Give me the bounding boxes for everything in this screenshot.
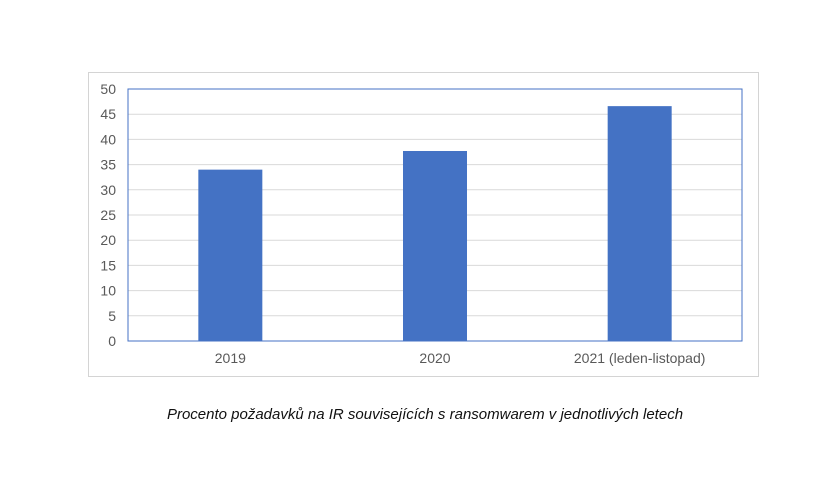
y-tick-label: 15 [100, 257, 116, 273]
x-tick-label: 2019 [215, 350, 246, 366]
plot-border [127, 88, 743, 342]
chart-caption: Procento požadavků na IR souvisejících s… [166, 406, 684, 423]
y-tick-label: 40 [100, 131, 116, 147]
bar [607, 106, 672, 341]
y-tick-label: 20 [100, 232, 116, 248]
y-tick-label: 30 [100, 182, 116, 198]
x-tick-label: 2021 (leden-listopad) [574, 350, 706, 366]
y-tick-label: 35 [100, 157, 116, 173]
y-tick-label: 10 [100, 283, 116, 299]
bar [198, 169, 263, 341]
y-tick-label: 0 [108, 333, 116, 349]
y-tick-label: 5 [108, 308, 116, 324]
y-tick-label: 25 [100, 207, 116, 223]
bar [403, 150, 467, 341]
x-tick-label: 2020 [419, 350, 450, 366]
y-tick-label: 50 [100, 81, 116, 97]
y-tick-label: 45 [100, 106, 116, 122]
